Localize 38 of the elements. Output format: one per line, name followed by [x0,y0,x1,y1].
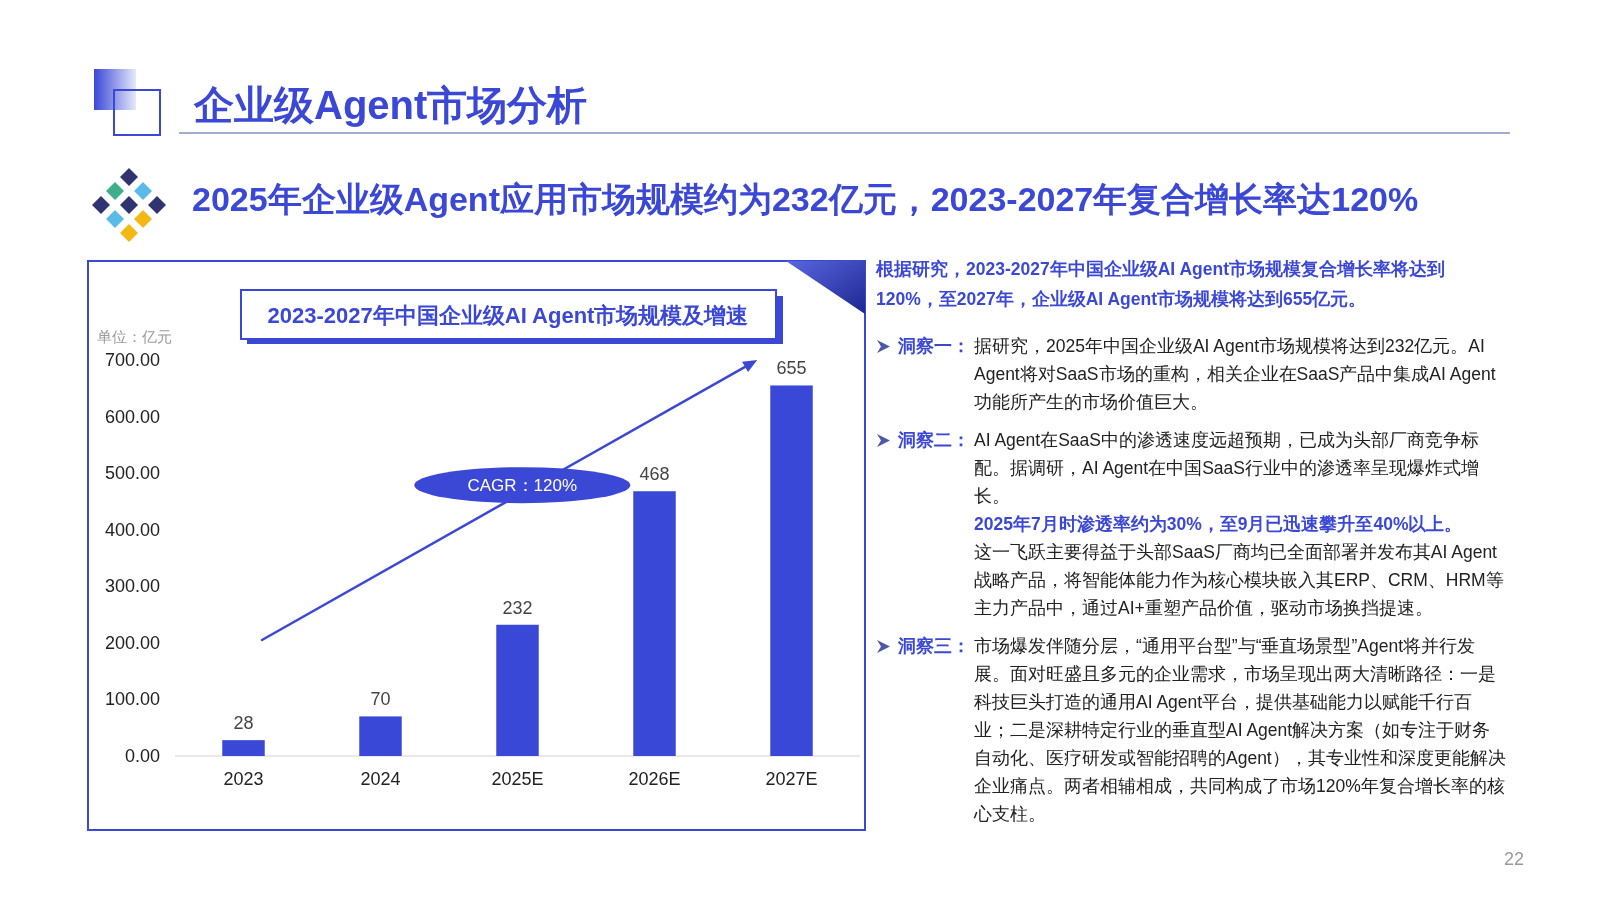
text: AI Agent在SaaS中的渗透速度远超预期，已成为头部厂商竞争标配。据调研，AI Agent在中国SaaS行业中的渗透率呈现爆炸式增长。 [974,429,1480,508]
data-label: 70 [370,689,391,710]
x-tick-label: 2025E [491,769,544,789]
text: 洞察一： [898,335,971,358]
annotation: CAGR：120% [467,475,578,495]
y-axis-title: 单位：亿元 [97,327,172,345]
data-label: 468 [639,464,670,485]
y-tick-label: 100.00 [104,689,160,710]
y-tick-label: 400.00 [104,519,160,540]
y-tick-label: 200.00 [104,632,160,653]
data-label: 232 [502,597,533,618]
x-tick-label: 2027E [765,769,818,789]
text: 22 [1504,848,1525,870]
bar [770,385,813,756]
y-tick-label: 500.00 [104,463,160,484]
bar [496,624,539,756]
text: 2025年企业级Agent应用市场规模约为232亿元，2023-2027年复合增长率达120% [192,180,1419,218]
x-tick-label: 2024 [360,769,401,789]
text: 洞察三： [898,635,971,658]
y-tick-label: 0.00 [124,746,160,766]
chart-title: 2023-2027年中国企业级AI Agent市场规模及增速 [267,302,749,328]
y-tick-label: 600.00 [104,406,160,427]
text: 这一飞跃主要得益于头部SaaS厂商均已全面部署并发布其AI Agent战略产品，将智能体能力作为核心模块嵌入其ERP、CRM、HRM等主力产品中，通过AI+重塑产品价值，驱动市场换挡提速。 [974,541,1505,620]
text: 据研究，2025年中国企业级AI Agent市场规模将达到232亿元。AI Agent将对SaaS市场的重构，相关企业在SaaS产品中集成AI Agent功能所产生的市场价值巨大。 [974,335,1497,414]
x-tick-label: 2023 [223,769,264,789]
text: 2025年7月时渗透率约为30%，至9月已迅速攀升至40%以上。 [974,513,1464,536]
x-tick-label: 2026E [628,769,681,789]
bar [222,740,265,756]
text: 根据研究，2023-2027年中国企业级AI Agent市场规模复合增长率将达到120%，至2027年，企业级AI Agent市场规模将达到655亿元。 [876,258,1446,311]
text: 市场爆发伴随分层，“通用平台型”与“垂直场景型”Agent将并行发展。面对旺盛且多元的企业需求，市场呈现出两大清晰路径：一是科技巨头打造的通用AI Agent平台，提供基础能力以赋能千行百业；二是深耕特定行业的垂直型AI Agent解决方案（如专注于财务自动化、医疗研发或智能招聘的Agent），其专业性和深度更能解决企业痛点。两者相辅相成，共同构成了市场120%年复合增长率的核心支柱。 [974,635,1506,826]
data-label: 28 [233,713,254,734]
data-label: 655 [776,358,807,379]
text: 洞察二： [898,429,971,452]
y-tick-label: 700.00 [104,350,160,370]
bar [633,491,676,756]
y-tick-label: 300.00 [104,576,160,597]
bar [359,716,402,756]
text: 企业级Agent市场分析 [194,83,588,127]
